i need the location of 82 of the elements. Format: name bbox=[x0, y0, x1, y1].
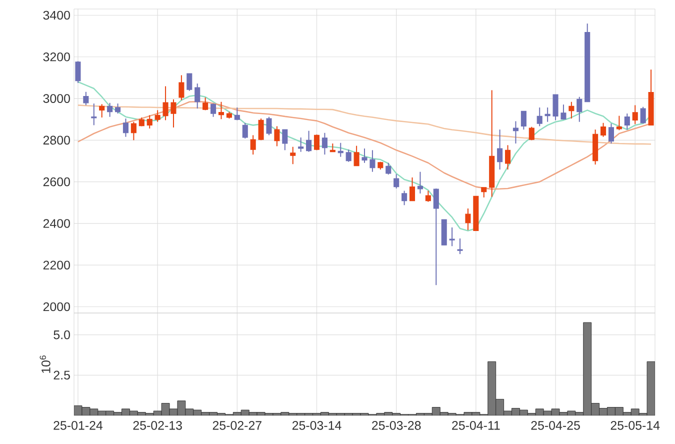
candlestick bbox=[154, 110, 160, 122]
candlestick bbox=[130, 121, 136, 141]
candlestick bbox=[481, 186, 487, 198]
candlestick bbox=[242, 122, 248, 140]
candlestick bbox=[107, 102, 113, 118]
candlestick bbox=[417, 171, 423, 194]
candlestick bbox=[170, 98, 176, 128]
x-tick-label: 25-01-24 bbox=[54, 421, 103, 430]
y-tick-label: 3200 bbox=[43, 52, 70, 62]
candlestick bbox=[115, 103, 121, 114]
candlestick bbox=[624, 113, 630, 130]
y-tick-label: 2600 bbox=[43, 177, 70, 186]
x-tick-label: 25-05-14 bbox=[610, 421, 660, 430]
candlestick bbox=[433, 188, 439, 286]
x-tick-label: 25-02-13 bbox=[133, 421, 182, 430]
candlestick bbox=[386, 162, 392, 176]
candlestick bbox=[75, 60, 81, 84]
candlestick bbox=[600, 122, 606, 138]
candlestick bbox=[552, 94, 558, 121]
candlestick bbox=[258, 118, 264, 141]
candlestick bbox=[210, 103, 216, 118]
candlestick bbox=[234, 106, 240, 121]
candlestick bbox=[306, 130, 312, 152]
candlestick bbox=[186, 73, 192, 92]
candlestick bbox=[282, 129, 288, 151]
candlestick bbox=[122, 118, 128, 138]
candlestick bbox=[536, 106, 542, 127]
candlestick bbox=[632, 104, 638, 125]
candlestick bbox=[83, 91, 89, 106]
candlestick bbox=[362, 148, 368, 164]
candlestick bbox=[274, 126, 280, 147]
candlestick bbox=[497, 129, 503, 170]
candlestick bbox=[354, 145, 360, 166]
candlestick bbox=[322, 132, 328, 156]
candlestick bbox=[202, 96, 208, 111]
candlestick bbox=[640, 106, 646, 124]
y-tick-label: 2800 bbox=[43, 136, 70, 145]
candlestick bbox=[402, 190, 408, 206]
candlestick bbox=[512, 120, 518, 144]
candlestick bbox=[520, 110, 526, 130]
candlestick bbox=[560, 104, 566, 120]
x-tick-label: 25-03-14 bbox=[292, 421, 342, 430]
candlestick bbox=[425, 190, 431, 202]
candlestick bbox=[298, 136, 304, 152]
candlestick bbox=[266, 116, 272, 136]
x-tick-label: 25-03-28 bbox=[372, 421, 421, 430]
candlestick bbox=[218, 101, 224, 120]
candlestick bbox=[409, 176, 416, 202]
y-axis-title: 10$^{6}$ bbox=[40, 356, 50, 373]
candlestick bbox=[370, 150, 376, 172]
candlestick bbox=[290, 146, 296, 165]
y-tick-label: 2.5 bbox=[54, 370, 70, 380]
candlestick bbox=[449, 226, 455, 247]
y-tick-label: 2400 bbox=[43, 219, 70, 228]
y-tick-label: 2000 bbox=[43, 302, 70, 312]
candlestick bbox=[194, 83, 200, 110]
candlestick bbox=[544, 106, 550, 122]
y-tick-label: 2200 bbox=[43, 260, 70, 270]
candlestick bbox=[465, 208, 471, 231]
candlestick bbox=[178, 74, 184, 101]
candlestick bbox=[91, 103, 97, 126]
candlestick bbox=[528, 126, 534, 141]
candlestick bbox=[568, 101, 574, 120]
candlestick bbox=[457, 238, 463, 255]
x-tick-label: 25-04-25 bbox=[531, 421, 580, 430]
candlestick bbox=[608, 123, 614, 144]
candlestick bbox=[346, 149, 352, 162]
x-tick-label: 25-04-11 bbox=[452, 421, 500, 430]
y-tick-label: 3000 bbox=[43, 94, 70, 103]
candlestick bbox=[162, 86, 168, 121]
y-tick-label: 3400 bbox=[43, 10, 70, 20]
candlestick bbox=[504, 144, 511, 170]
candlestick bbox=[314, 134, 320, 151]
candlestick bbox=[576, 96, 582, 122]
x-tick-label: 25-02-27 bbox=[212, 421, 262, 430]
candlestick bbox=[616, 115, 622, 131]
y-tick-label: 5.0 bbox=[54, 330, 70, 340]
candlestick bbox=[99, 104, 105, 118]
candlestick bbox=[394, 174, 400, 189]
candlestick bbox=[146, 114, 152, 130]
candlestick bbox=[250, 134, 256, 156]
candlestick bbox=[338, 142, 344, 158]
